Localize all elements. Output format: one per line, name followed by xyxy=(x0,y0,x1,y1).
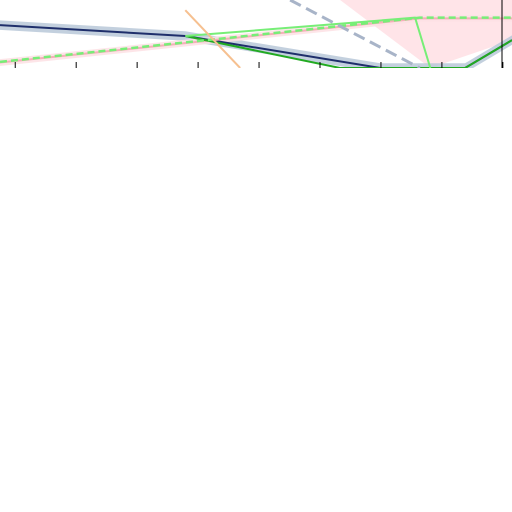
plot-area xyxy=(0,0,512,68)
error-band xyxy=(0,14,512,66)
line xyxy=(185,16,432,68)
line xyxy=(289,0,421,68)
line xyxy=(184,9,241,68)
line xyxy=(0,16,512,64)
line xyxy=(185,35,512,68)
